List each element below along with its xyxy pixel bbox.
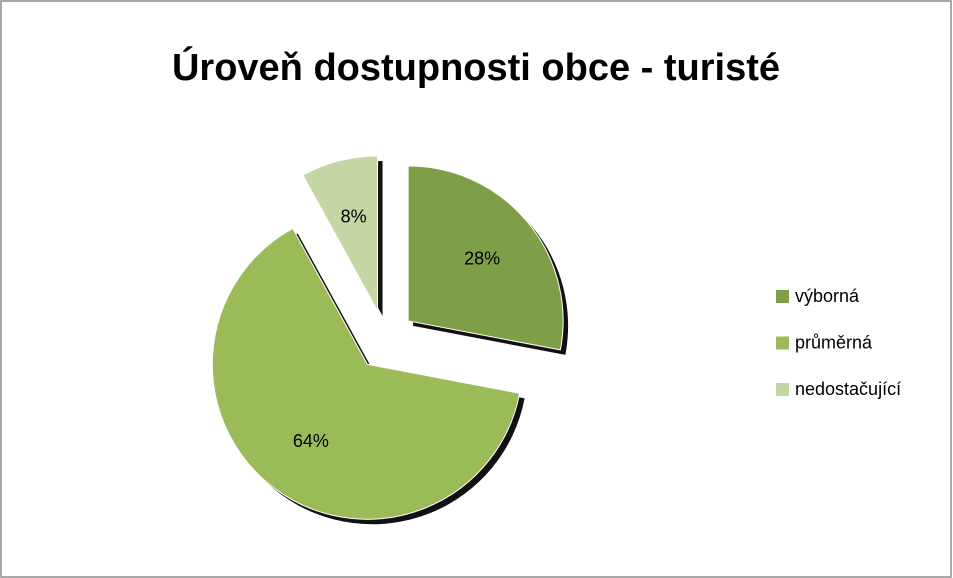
slice bbox=[302, 155, 379, 312]
legend-label: výborná bbox=[795, 286, 860, 306]
legend-swatch bbox=[776, 383, 789, 396]
legend-swatch bbox=[776, 336, 789, 350]
value-label: 8% bbox=[341, 207, 367, 227]
legend-swatch bbox=[776, 290, 789, 303]
slice bbox=[211, 227, 521, 520]
legend-label: průměrná bbox=[795, 332, 873, 352]
chart-title: Úroveň dostupnosti obce - turisté bbox=[172, 45, 780, 89]
legend-label: nedostačující bbox=[795, 379, 901, 399]
value-label: 64% bbox=[293, 431, 329, 451]
slice bbox=[407, 165, 564, 351]
value-label: 28% bbox=[464, 248, 500, 268]
